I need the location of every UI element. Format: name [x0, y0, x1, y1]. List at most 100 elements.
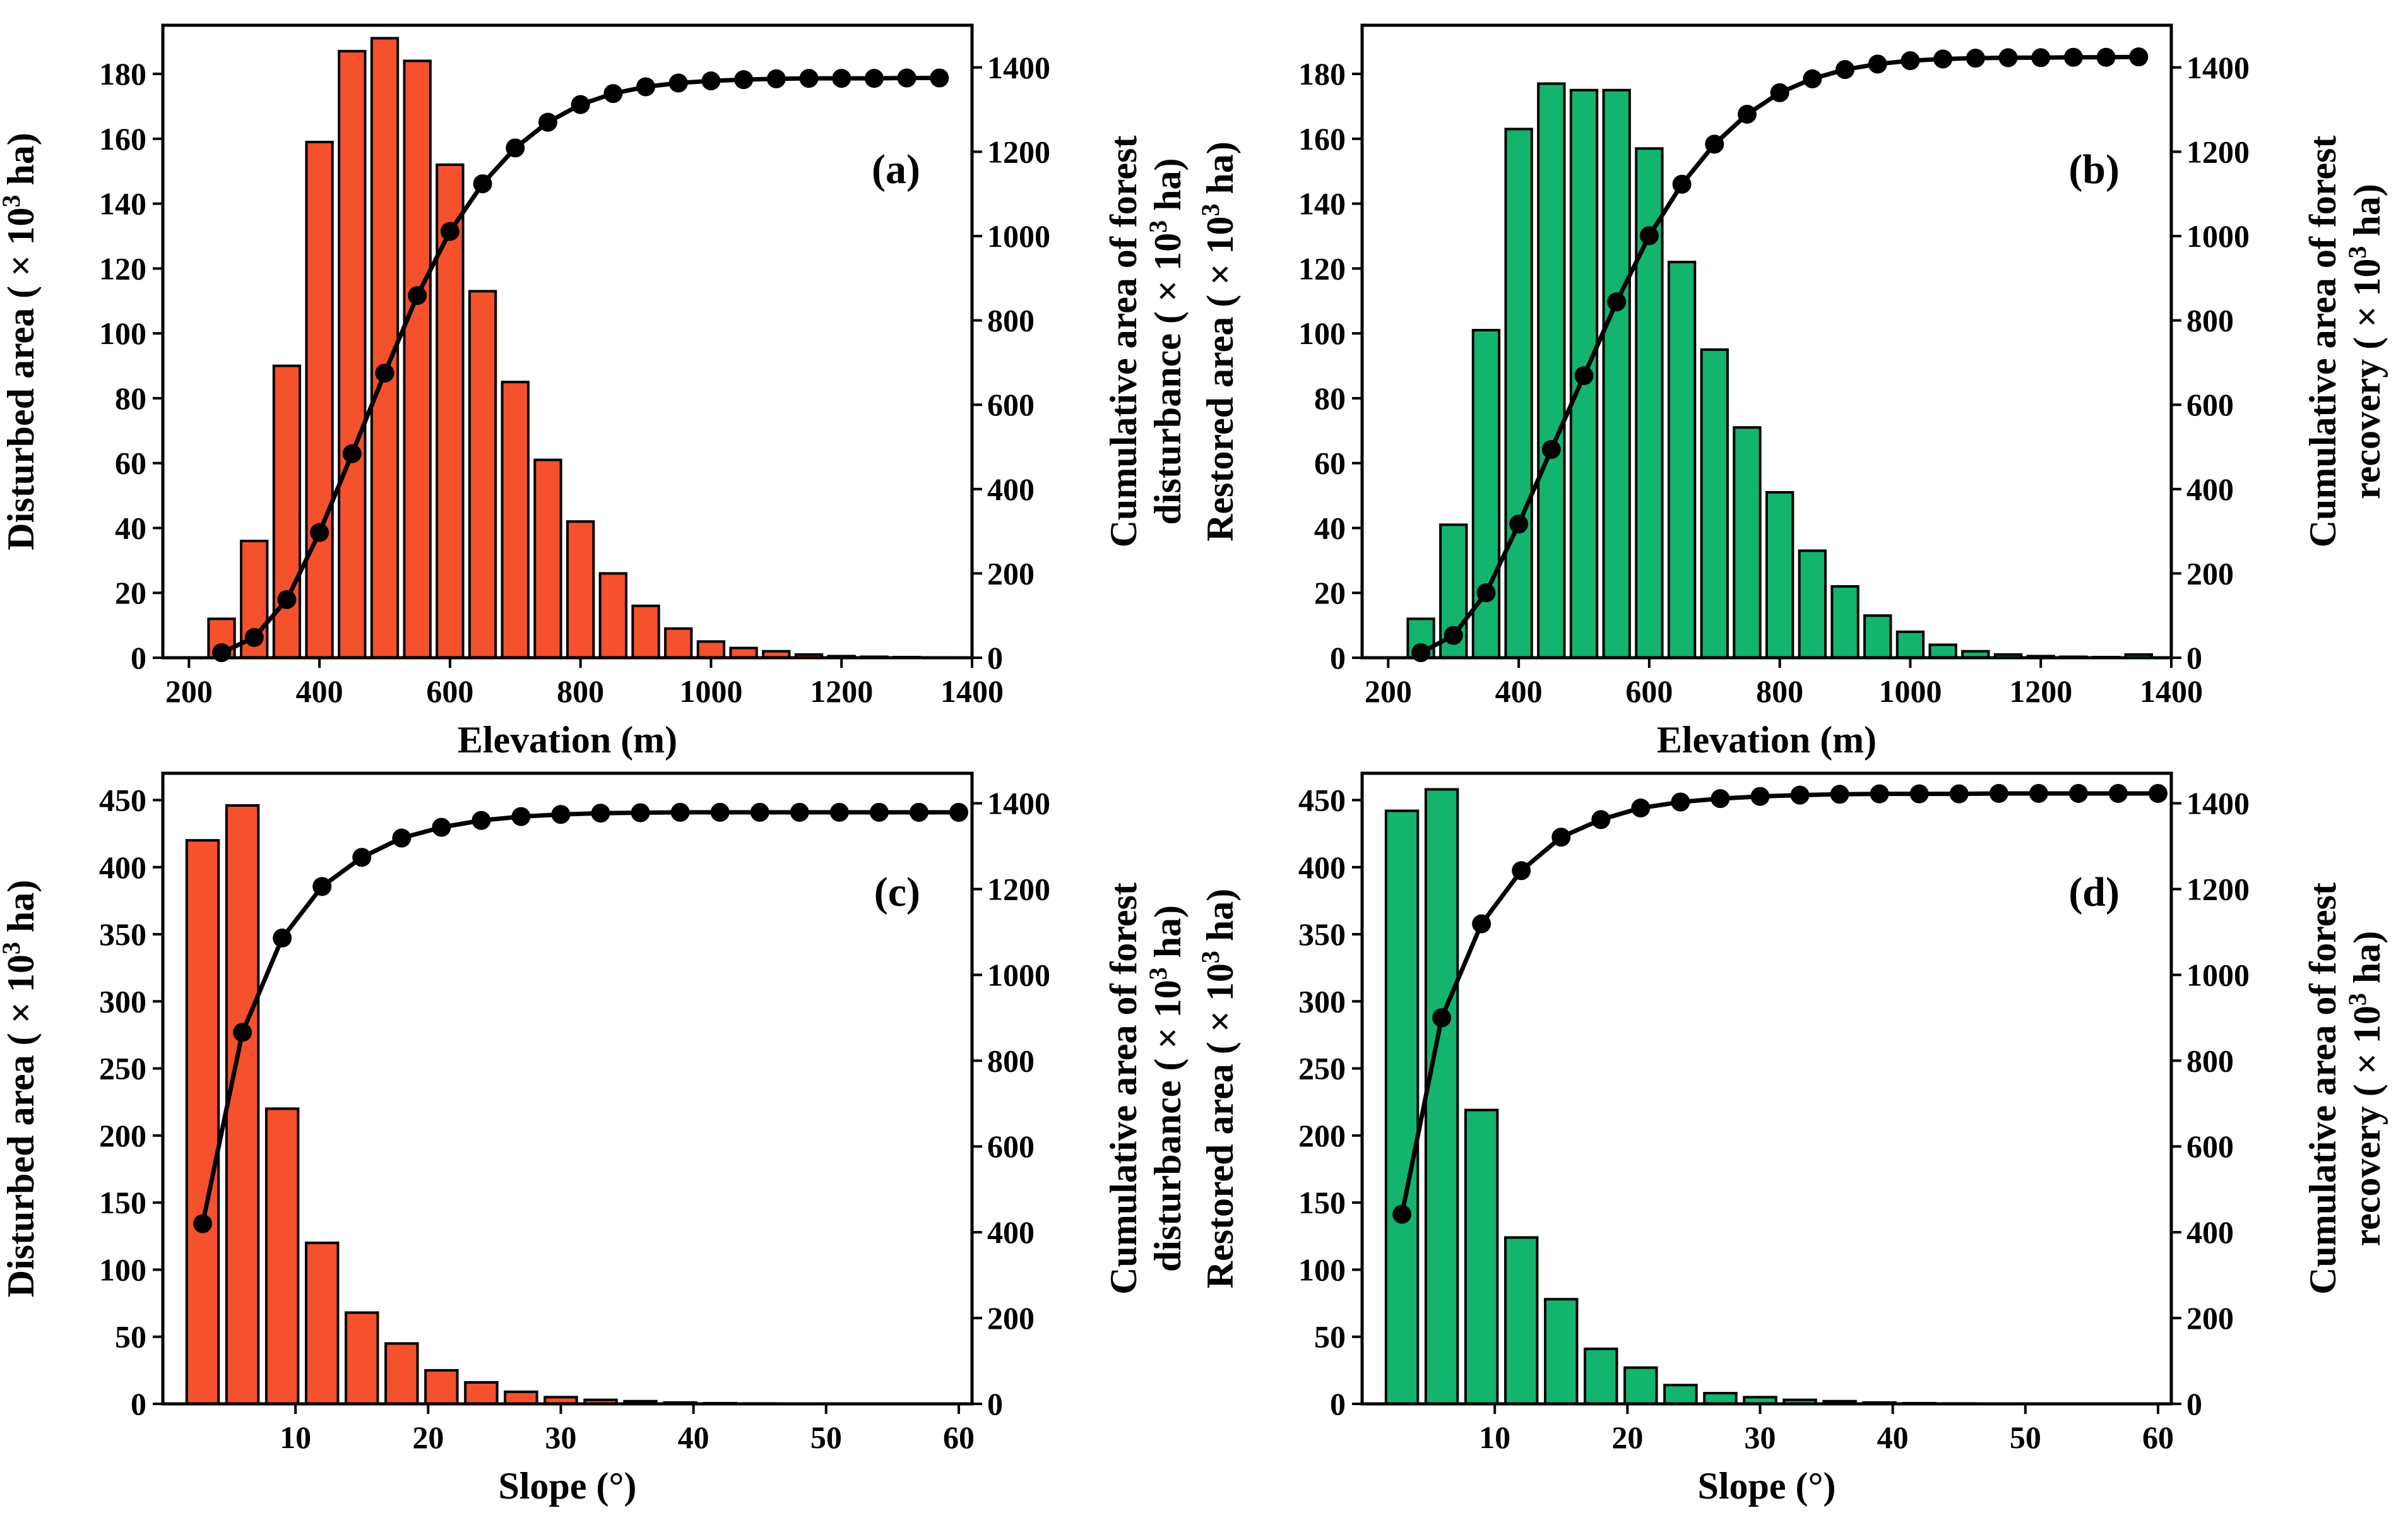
y2-tick-label: 0 [2186, 640, 2202, 675]
cumulative-point [799, 69, 819, 88]
bar [1703, 1391, 1738, 1406]
x-tick-label: 200 [1365, 674, 1412, 709]
cumulative-point [440, 222, 460, 241]
cumulative-point [342, 444, 362, 463]
bar [1830, 585, 1859, 660]
y-tick-label: 140 [99, 186, 146, 222]
cumulative-point [631, 803, 650, 822]
y-tick-label: 300 [1298, 983, 1346, 1019]
y2-tick-label: 200 [2186, 555, 2234, 591]
bar [464, 1381, 499, 1405]
bar [1602, 88, 1631, 659]
bar [272, 364, 302, 659]
y2-tick-label: 400 [2186, 472, 2234, 507]
bar [598, 572, 628, 660]
cumulative-point [1770, 83, 1789, 102]
cumulative-point [1711, 789, 1730, 809]
x-axis-title: Slope (°) [499, 1465, 637, 1507]
plot-frame [1360, 771, 2173, 1406]
y2-tick-label: 1000 [987, 957, 1050, 992]
cumulative-point [1472, 914, 1492, 934]
x-tick-label: 1200 [810, 674, 873, 709]
y-axis-title: Disturbed area ( × 103 ha) [0, 880, 42, 1297]
y2-tick-label: 1200 [987, 134, 1050, 169]
x-tick-label: 50 [2010, 1420, 2041, 1455]
bar [566, 520, 595, 660]
bar [1424, 788, 1459, 1405]
y-tick-label: 0 [131, 1386, 146, 1422]
y-tick-label: 160 [99, 121, 146, 157]
y2-tick-label: 0 [987, 640, 1003, 675]
cumulative-point [551, 805, 571, 824]
bar [1504, 1236, 1539, 1406]
cumulative-point [1639, 226, 1659, 246]
cumulative-point [193, 1214, 213, 1233]
panel-label: (c) [874, 869, 920, 915]
bar [264, 1107, 300, 1405]
chart-panel-4: 10 20 30 40 50 600501001502002503003504004500… [1196, 771, 2388, 1507]
y2-tick-label: 1200 [2186, 134, 2250, 169]
x-tick-label: 1400 [2140, 674, 2203, 709]
y2-tick-label: 600 [2186, 1129, 2234, 1164]
y-tick-label: 300 [99, 983, 146, 1019]
x-tick-label: 40 [1877, 1420, 1909, 1455]
cumulative-point [2063, 47, 2083, 67]
x-tick-label: 600 [426, 674, 473, 709]
y2-axis-title-line1: Cumulative area of forest [1103, 882, 1144, 1295]
bar [664, 627, 693, 659]
cumulative-point [511, 807, 531, 826]
cumulative-point [1551, 828, 1571, 847]
y-tick-label: 150 [99, 1185, 146, 1220]
cumulative-point [2148, 783, 2168, 803]
cumulative-point [1574, 366, 1594, 386]
x-tick-label: 10 [280, 1420, 311, 1455]
y2-tick-label: 1000 [2186, 218, 2250, 254]
cumulative-point [392, 828, 412, 848]
x-tick-label: 20 [412, 1420, 444, 1455]
cumulative-point [1836, 60, 1855, 80]
x-axis-title: Elevation (m) [1657, 719, 1877, 761]
cumulative-point [1989, 783, 2008, 803]
x-axis-title: Elevation (m) [458, 719, 677, 761]
cumulative-point [930, 68, 949, 88]
y-tick-label: 100 [1298, 1252, 1346, 1287]
y2-axis-title-line1: Cumulative area of forest [2302, 882, 2344, 1295]
cumulative-point [636, 77, 656, 97]
y-axis-title: Restored area ( × 103 ha) [1196, 889, 1242, 1289]
cumulative-point [1868, 54, 1887, 74]
cumulative-point [473, 174, 492, 194]
x-tick-label: 800 [1756, 674, 1803, 709]
cumulative-point [1966, 49, 1985, 68]
y2-tick-label: 600 [987, 387, 1035, 422]
bar [1765, 490, 1794, 659]
cumulative-point [701, 71, 721, 91]
cumulative-point [1909, 784, 1929, 804]
cumulative-point [1631, 799, 1651, 818]
cumulative-point [1737, 104, 1757, 124]
y2-tick-label: 600 [2186, 387, 2234, 422]
cumulative-point [1671, 792, 1690, 812]
y2-tick-label: 400 [987, 472, 1035, 507]
y2-tick-label: 1400 [987, 786, 1050, 821]
bar [696, 640, 726, 659]
cumulative-point [864, 69, 884, 88]
cumulative-point [1705, 134, 1724, 154]
bar-series [207, 37, 954, 660]
x-tick-label: 1000 [1878, 674, 1942, 709]
y2-tick-label: 0 [2186, 1386, 2202, 1422]
y-tick-label: 200 [99, 1118, 146, 1153]
y-tick-label: 0 [1330, 1386, 1346, 1422]
y-tick-label: 180 [99, 56, 146, 92]
panel-label: (a) [872, 146, 920, 193]
y2-tick-label: 1200 [2186, 871, 2250, 906]
y2-tick-label: 800 [2186, 303, 2234, 338]
x-tick-label: 1000 [679, 674, 742, 709]
bar [345, 1311, 379, 1406]
cumulative-point [668, 73, 688, 93]
cumulative-point [1476, 583, 1496, 603]
cumulative-point [1541, 440, 1561, 460]
cumulative-point [277, 590, 297, 609]
y-tick-label: 100 [99, 316, 146, 351]
cumulative-point [1607, 292, 1627, 312]
